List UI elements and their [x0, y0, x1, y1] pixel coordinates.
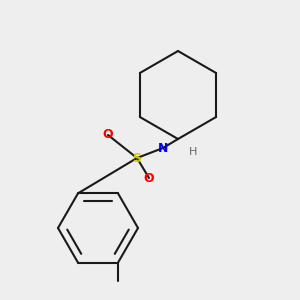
Text: N: N [158, 142, 168, 154]
Text: O: O [144, 172, 154, 184]
Text: S: S [133, 152, 142, 164]
Text: H: H [189, 147, 197, 157]
Text: O: O [103, 128, 113, 142]
